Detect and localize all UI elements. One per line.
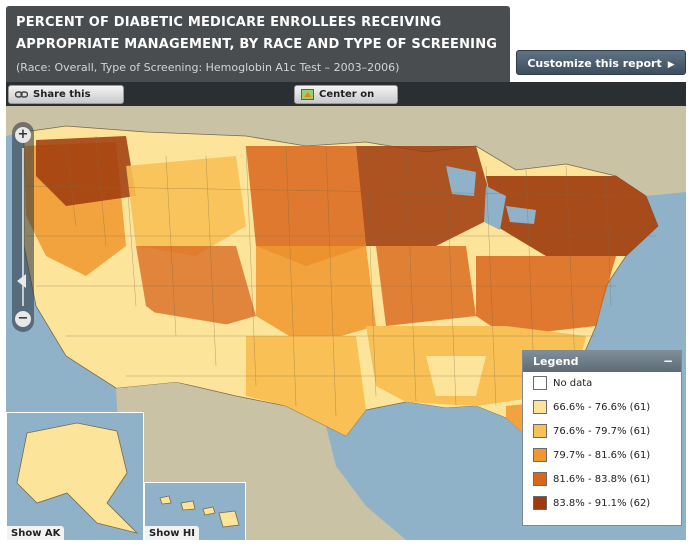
region-pacific-northwest bbox=[36, 136, 136, 206]
zoom-slider-track[interactable] bbox=[17, 148, 26, 306]
legend-label: No data bbox=[553, 378, 593, 389]
customize-report-button[interactable]: Customize this report ▶ bbox=[516, 50, 686, 75]
gulf-of-mexico bbox=[346, 402, 526, 466]
collapse-icon[interactable]: − bbox=[662, 354, 673, 368]
legend-item: 81.6% - 83.8% (61) bbox=[523, 472, 681, 496]
show-hawaii-button[interactable]: Show HI bbox=[145, 526, 200, 540]
hawaii-map bbox=[159, 495, 240, 528]
map-toolbar: Share this map Center on US bbox=[6, 82, 686, 118]
legend-item: 79.7% - 81.6% (61) bbox=[523, 448, 681, 472]
zoom-control: + − bbox=[12, 122, 34, 332]
legend-list: No data 66.6% - 76.6% (61) 76.6% - 79.7%… bbox=[523, 372, 681, 520]
legend-swatch-range-1 bbox=[533, 400, 547, 414]
link-icon bbox=[15, 91, 28, 98]
share-map-button[interactable]: Share this map bbox=[8, 85, 124, 118]
report-subtitle: (Race: Overall, Type of Screening: Hemog… bbox=[16, 61, 400, 74]
legend-swatch-range-4 bbox=[533, 472, 547, 486]
center-map-icon bbox=[301, 89, 314, 100]
alaska-inset[interactable]: Show AK bbox=[6, 412, 144, 540]
choropleth-map[interactable]: + − Show AK Show HI Legend − No data bbox=[6, 106, 686, 540]
legend-header[interactable]: Legend − bbox=[523, 351, 681, 372]
legend-item: 76.6% - 79.7% (61) bbox=[523, 424, 681, 448]
legend-item: 83.8% - 91.1% (62) bbox=[523, 496, 681, 520]
legend-swatch-no-data bbox=[533, 376, 547, 390]
report-title-line-1: PERCENT OF DIABETIC MEDICARE ENROLLEES R… bbox=[16, 15, 442, 30]
zoom-slider-handle[interactable] bbox=[17, 274, 26, 288]
legend-label: 81.6% - 83.8% (61) bbox=[553, 474, 651, 485]
region-central-plains bbox=[256, 246, 376, 346]
legend-label: 76.6% - 79.7% (61) bbox=[553, 426, 651, 437]
report-title-line-2: APPROPRIATE MANAGEMENT, BY RACE AND TYPE… bbox=[16, 37, 498, 52]
great-lakes bbox=[446, 166, 536, 230]
legend-swatch-range-5 bbox=[533, 496, 547, 510]
region-southwest bbox=[116, 306, 246, 396]
legend-item: No data bbox=[523, 376, 681, 400]
canada-land bbox=[6, 106, 686, 196]
legend-item: 66.6% - 76.6% (61) bbox=[523, 400, 681, 424]
hawaii-inset[interactable]: Show HI bbox=[144, 482, 246, 540]
zoom-in-button[interactable]: + bbox=[15, 127, 31, 143]
legend-swatch-range-2 bbox=[533, 424, 547, 438]
zoom-out-button[interactable]: − bbox=[15, 311, 31, 327]
legend-label: 66.6% - 76.6% (61) bbox=[553, 402, 651, 413]
alaska-map bbox=[16, 422, 139, 534]
legend-label: 83.8% - 91.1% (62) bbox=[553, 498, 651, 509]
legend-panel: Legend − No data 66.6% - 76.6% (61) 76.6… bbox=[522, 350, 682, 526]
legend-swatch-range-3 bbox=[533, 448, 547, 462]
chevron-right-icon: ▶ bbox=[667, 60, 675, 70]
show-alaska-button[interactable]: Show AK bbox=[7, 526, 65, 540]
customize-report-label: Customize this report bbox=[527, 57, 662, 70]
center-on-us-button[interactable]: Center on US bbox=[294, 85, 398, 118]
region-colorado-utah bbox=[136, 246, 256, 336]
legend-label: 79.7% - 81.6% (61) bbox=[553, 450, 651, 461]
region-mid-atlantic bbox=[476, 256, 616, 336]
region-mountain-north bbox=[126, 156, 246, 256]
legend-title: Legend bbox=[533, 355, 579, 368]
region-borders bbox=[25, 135, 656, 427]
title-panel: PERCENT OF DIABETIC MEDICARE ENROLLEES R… bbox=[6, 6, 510, 82]
